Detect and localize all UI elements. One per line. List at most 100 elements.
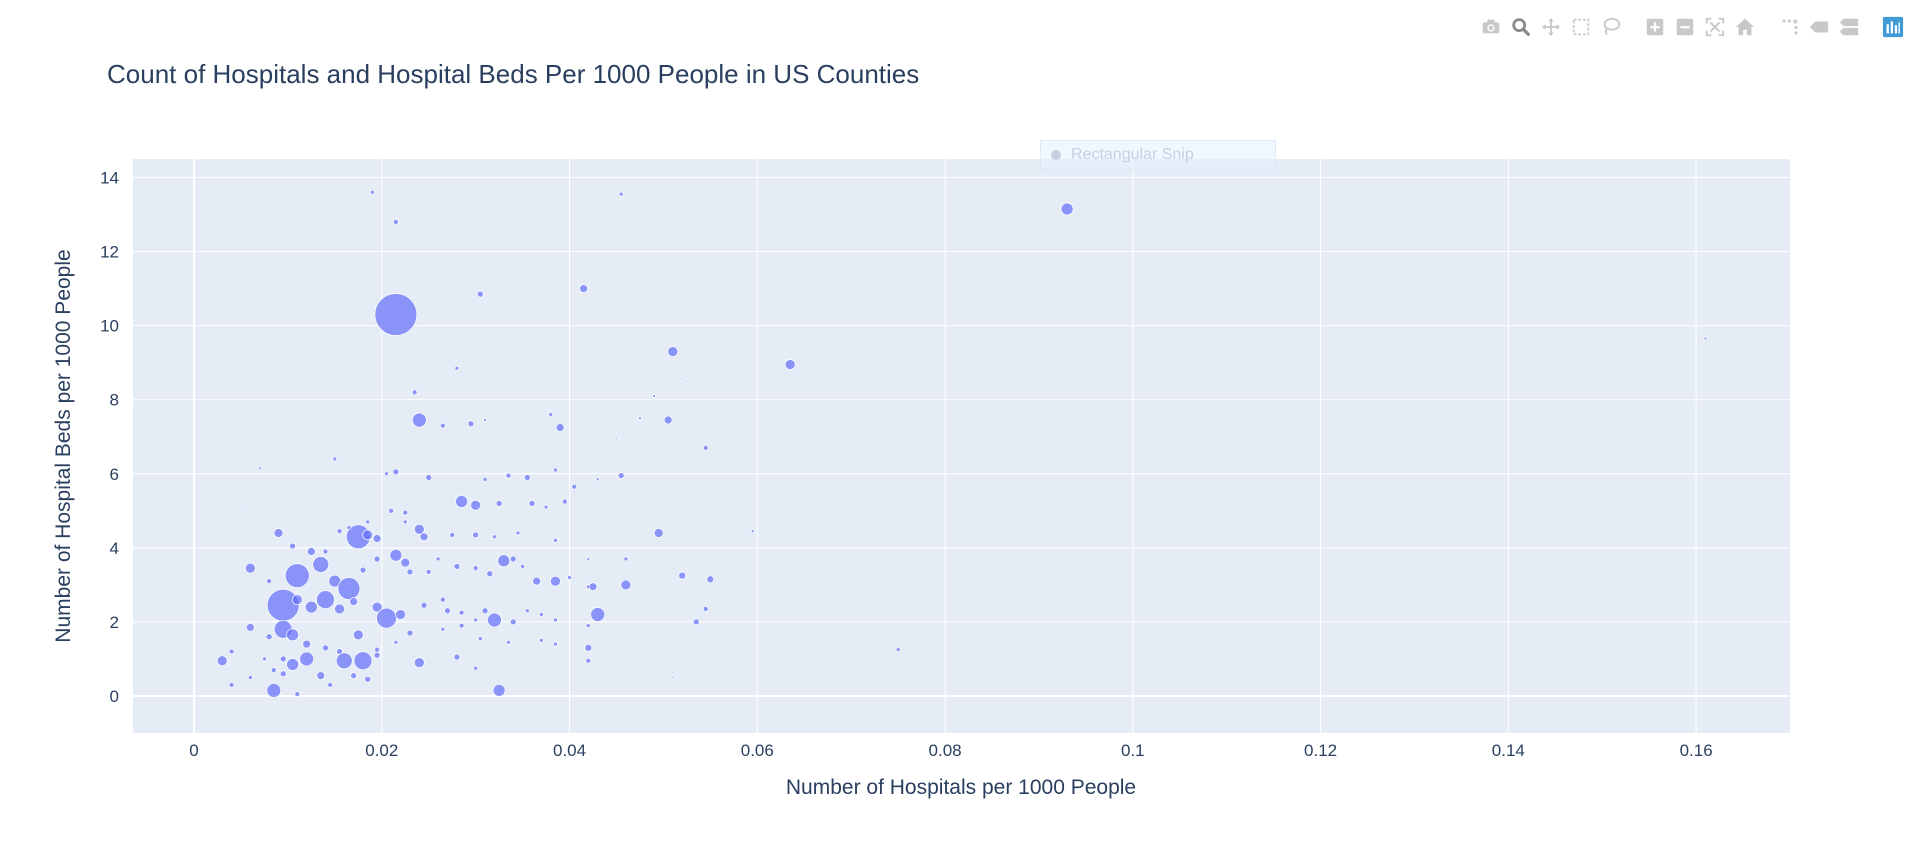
data-point[interactable] (539, 638, 544, 643)
data-point[interactable] (584, 643, 593, 652)
reset-axes-button[interactable] (1730, 14, 1760, 40)
data-point[interactable] (585, 623, 591, 628)
data-point[interactable] (495, 500, 503, 507)
data-point[interactable] (458, 609, 465, 616)
data-point[interactable] (334, 603, 345, 615)
data-point[interactable] (585, 657, 592, 664)
data-point[interactable] (1703, 336, 1708, 341)
hover-closest-button[interactable] (1804, 14, 1834, 40)
data-point[interactable] (467, 420, 475, 428)
data-point[interactable] (586, 557, 591, 561)
data-point[interactable] (620, 579, 632, 591)
data-point[interactable] (291, 594, 303, 606)
data-point[interactable] (299, 651, 315, 667)
data-point[interactable] (623, 556, 629, 562)
data-point[interactable] (487, 612, 502, 628)
data-point[interactable] (307, 547, 316, 556)
data-point[interactable] (562, 498, 568, 505)
data-point[interactable] (273, 528, 284, 538)
data-point[interactable] (702, 606, 709, 612)
data-point[interactable] (505, 472, 512, 479)
data-point[interactable] (266, 683, 282, 698)
data-point[interactable] (373, 651, 381, 659)
data-point[interactable] (332, 456, 338, 462)
data-point[interactable] (439, 422, 446, 429)
data-point[interactable] (492, 684, 506, 697)
data-point[interactable] (425, 474, 433, 481)
data-point[interactable] (257, 466, 262, 471)
data-point[interactable] (543, 504, 549, 510)
camera-button[interactable] (1476, 14, 1506, 40)
data-point[interactable] (413, 657, 425, 668)
data-point[interactable] (595, 477, 600, 482)
data-point[interactable] (685, 379, 689, 383)
data-point[interactable] (245, 562, 256, 574)
data-point[interactable] (663, 415, 673, 425)
data-point[interactable] (352, 629, 364, 641)
data-point[interactable] (539, 612, 544, 617)
data-point[interactable] (372, 534, 382, 543)
data-point[interactable] (652, 394, 656, 398)
data-point[interactable] (477, 290, 484, 298)
data-point[interactable] (482, 476, 488, 482)
data-point[interactable] (615, 437, 618, 440)
zoom-out-button[interactable] (1670, 14, 1700, 40)
data-point[interactable] (316, 671, 326, 680)
box-select-button[interactable] (1566, 14, 1596, 40)
data-point[interactable] (425, 569, 432, 575)
zoom-in-button[interactable] (1640, 14, 1670, 40)
data-point[interactable] (322, 548, 329, 555)
data-point[interactable] (370, 189, 375, 195)
data-point[interactable] (895, 647, 901, 653)
data-point[interactable] (359, 566, 367, 574)
data-point[interactable] (473, 617, 479, 623)
data-point[interactable] (349, 597, 358, 606)
data-point[interactable] (550, 575, 561, 587)
data-point[interactable] (364, 675, 372, 683)
data-point[interactable] (411, 412, 427, 428)
data-point[interactable] (216, 655, 228, 667)
data-point[interactable] (532, 576, 542, 586)
data-point[interactable] (692, 618, 700, 626)
data-point[interactable] (454, 365, 460, 371)
data-point[interactable] (284, 563, 310, 588)
data-point[interactable] (638, 416, 642, 421)
data-point[interactable] (553, 538, 558, 543)
data-point[interactable] (335, 652, 353, 670)
data-point[interactable] (262, 656, 267, 662)
data-point[interactable] (579, 284, 588, 293)
data-point[interactable] (472, 565, 479, 572)
data-point[interactable] (402, 519, 408, 525)
autoscale-button[interactable] (1700, 14, 1730, 40)
data-point[interactable] (618, 191, 624, 197)
data-point[interactable] (617, 472, 625, 479)
data-point[interactable] (244, 509, 248, 513)
data-point[interactable] (458, 622, 465, 629)
data-point[interactable] (523, 474, 531, 481)
hover-compare-button[interactable] (1834, 14, 1864, 40)
data-point[interactable] (420, 601, 428, 609)
data-point[interactable] (413, 523, 425, 535)
zoom-button[interactable] (1506, 14, 1536, 40)
data-point[interactable] (384, 471, 389, 477)
data-point[interactable] (371, 601, 383, 613)
data-point[interactable] (515, 530, 521, 536)
data-point[interactable] (365, 519, 371, 525)
data-point[interactable] (553, 467, 558, 473)
data-point[interactable] (667, 346, 679, 357)
data-point[interactable] (374, 646, 380, 653)
data-point[interactable] (289, 542, 296, 550)
data-point[interactable] (279, 670, 287, 678)
data-point[interactable] (406, 629, 414, 637)
data-point[interactable] (312, 556, 330, 573)
data-point[interactable] (376, 607, 397, 629)
data-point[interactable] (393, 639, 399, 645)
data-point[interactable] (411, 389, 418, 396)
data-point[interactable] (571, 483, 578, 490)
data-point[interactable] (492, 534, 497, 540)
data-point[interactable] (706, 575, 715, 584)
data-point[interactable] (553, 641, 558, 647)
data-point[interactable] (528, 500, 536, 507)
data-point[interactable] (1060, 202, 1074, 216)
